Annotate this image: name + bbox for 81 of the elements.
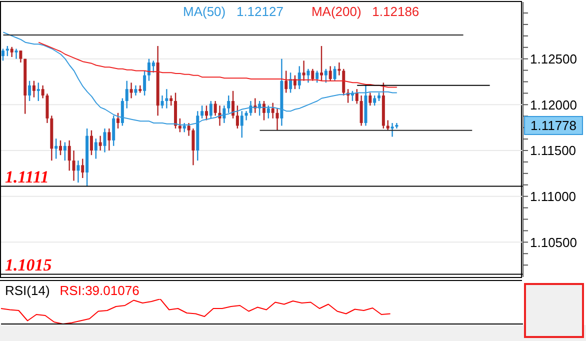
candlestick [130,82,133,99]
candlestick [355,88,358,104]
candlestick [14,48,18,60]
candlestick [316,70,319,84]
ref-line-label: 1.1111 [5,167,49,186]
candlestick [390,122,394,138]
candlestick [276,108,279,131]
candlestick [108,128,111,152]
candlestick [328,66,332,82]
candlestick [240,110,244,138]
candlestick [59,140,62,156]
candlestick [271,102,274,120]
candlestick [98,135,102,152]
candlestick [298,66,301,90]
y-tick-label: 1.12000 [530,97,577,112]
candlestick [333,66,336,82]
candlestick [204,104,208,121]
candlestick [165,88,168,109]
candlestick [187,122,190,136]
candlestick [284,70,288,94]
candlestick [46,93,49,124]
candlestick [306,68,310,84]
candlestick [120,98,124,126]
candlestick [152,60,155,74]
candlestick [160,94,164,109]
candlestick [103,128,106,153]
candlestick [178,118,182,133]
candlestick [112,115,116,147]
candlestick [324,68,328,84]
candlestick [395,122,398,130]
candlestick [192,128,195,166]
candlestick [81,158,84,179]
candlestick [320,45,323,82]
candlestick [36,82,40,102]
y-tick-label: 1.11000 [530,188,576,204]
candlestick [54,138,58,160]
text: 1.11778 [524,116,583,136]
candlestick [41,84,44,99]
candlestick [28,80,32,102]
candlestick [94,138,98,160]
annotation: 1.12186 [372,4,420,19]
chart-title: RSI(14) [5,283,50,298]
candlestick [227,94,230,114]
candlestick [386,120,390,131]
candlestick [360,94,363,126]
candlestick [266,104,270,120]
candlestick [338,62,341,76]
y-tick-label: 1.12500 [530,51,577,66]
text: MA(50) [183,4,226,19]
candlestick [342,68,346,96]
candlestick [68,140,71,172]
candlestick [373,94,376,106]
candlestick [232,90,235,120]
candlestick [72,150,76,182]
text: RSI:39.01076 [60,283,140,298]
candlestick [209,100,212,120]
candlestick [125,80,128,109]
annotation: 1.12127 [236,4,284,19]
candlestick [302,60,306,82]
candlestick [10,46,14,58]
candlestick [182,122,186,133]
candlestick [19,50,22,64]
candlestick [76,160,80,184]
y-tick-label: 1.10500 [530,234,577,250]
candlestick [311,68,314,82]
candlestick [200,104,204,120]
ref-line-label: 1.1015 [5,255,52,274]
text: MA(200) [311,4,362,19]
candlestick [1,48,4,62]
y-tick-label: 1.11500 [530,143,576,158]
candlestick [214,100,217,116]
candlestick [90,130,93,156]
candlestick [170,94,173,106]
candlestick [134,84,138,96]
candlestick [116,112,120,130]
candlestick [368,92,372,106]
candlestick [236,104,239,130]
candlestick [143,70,146,96]
candlestick [63,142,66,162]
candlestick [32,80,36,98]
candlestick [244,110,248,121]
